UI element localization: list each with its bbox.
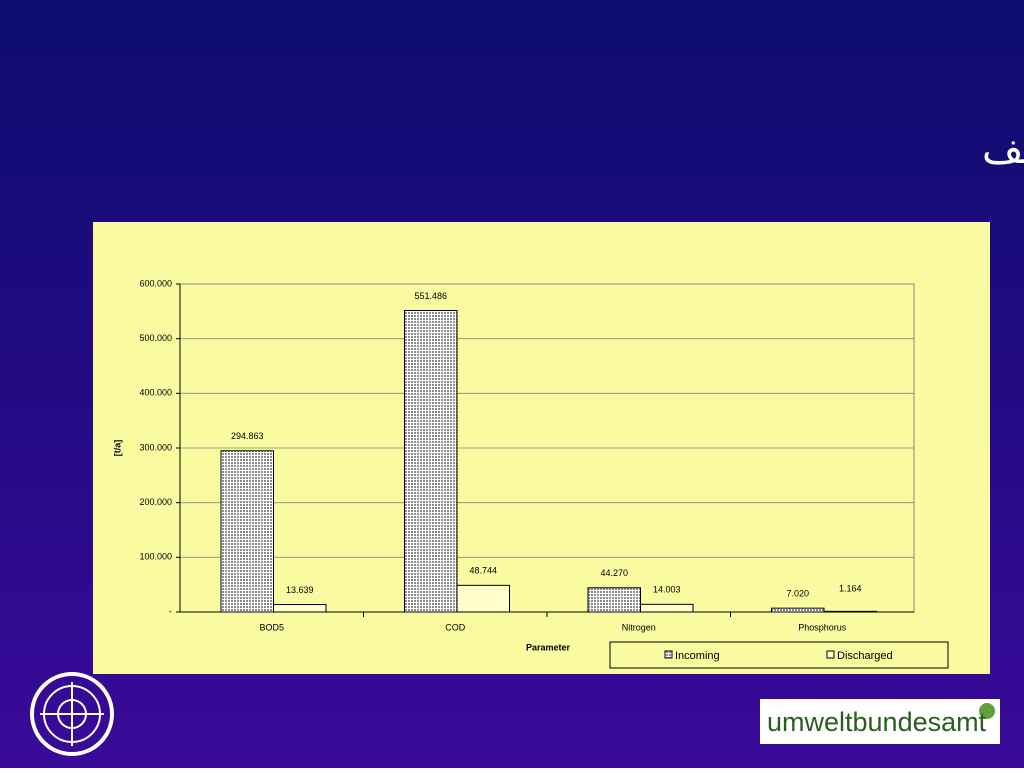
bar <box>456 584 510 613</box>
bar <box>587 587 641 613</box>
y-axis-title: [t/a] <box>112 440 122 457</box>
legend-swatch <box>826 650 835 659</box>
bar <box>220 450 274 613</box>
bar <box>823 610 877 613</box>
legend-label: Incoming <box>675 650 720 662</box>
data-label: 14.003 <box>653 585 681 595</box>
un-emblem <box>30 672 114 756</box>
data-label: 13.639 <box>286 585 314 595</box>
data-label: 7.020 <box>786 589 809 599</box>
legend-label: Discharged <box>837 650 893 662</box>
data-label: 551.486 <box>414 291 447 301</box>
data-label: 48.744 <box>469 566 497 576</box>
y-tick-label: 300.000 <box>139 442 172 452</box>
data-label: 44.270 <box>600 568 628 578</box>
data-label: 294.863 <box>231 431 264 441</box>
y-tick-label: 100.000 <box>139 552 172 562</box>
logo-box <box>760 699 1000 744</box>
y-tick-label: 600.000 <box>139 278 172 288</box>
x-tick-label: BOD5 <box>259 622 284 632</box>
y-tick-label: - <box>169 606 172 616</box>
x-axis-title: Parameter <box>526 642 571 652</box>
y-tick-label: 400.000 <box>139 388 172 398</box>
bar <box>404 310 458 613</box>
data-label: 1.164 <box>839 584 862 594</box>
y-tick-label: 200.000 <box>139 497 172 507</box>
legend <box>609 641 949 669</box>
y-tick-label: 500.000 <box>139 333 172 343</box>
bar <box>771 607 825 613</box>
x-tick-label: COD <box>445 622 466 632</box>
x-tick-label: Nitrogen <box>622 622 656 632</box>
x-tick-label: Phosphorus <box>798 622 847 632</box>
slide-title: مؤشر: فعالية المعالجة والتصريف <box>982 127 1024 173</box>
logo-mark <box>979 703 995 719</box>
bar <box>273 604 327 613</box>
logo-text: umweltbundesamt <box>767 707 987 737</box>
legend-swatch <box>664 650 673 659</box>
bar <box>640 603 694 613</box>
